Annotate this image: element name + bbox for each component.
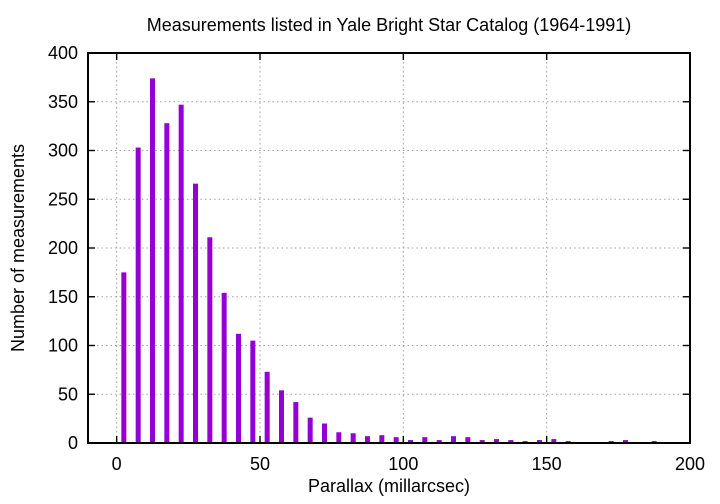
y-tick-label: 150: [48, 287, 78, 307]
histogram-bar: [479, 440, 485, 443]
x-tick-label: 0: [112, 454, 122, 474]
histogram-bar: [436, 440, 442, 443]
histogram-bar: [551, 439, 557, 443]
y-tick-label: 0: [68, 433, 78, 453]
x-tick-label: 150: [532, 454, 562, 474]
histogram-bar: [193, 183, 198, 443]
histogram-bar: [379, 435, 385, 443]
histogram-bar: [121, 272, 127, 443]
histogram-bar: [508, 440, 514, 443]
x-tick-label: 50: [250, 454, 270, 474]
histogram-bar: [279, 390, 284, 443]
histogram-bar: [150, 78, 155, 443]
histogram-bar: [293, 402, 299, 443]
x-tick-label: 200: [675, 454, 705, 474]
histogram-bar: [451, 436, 456, 443]
histogram-bar: [322, 423, 327, 443]
x-tick-label: 100: [388, 454, 418, 474]
histogram-bar: [135, 147, 141, 443]
histogram-bar: [365, 436, 370, 443]
y-tick-label: 200: [48, 238, 78, 258]
y-tick-label: 50: [58, 384, 78, 404]
histogram-bar: [264, 371, 270, 443]
histogram-bar: [250, 340, 256, 443]
histogram-bar: [623, 440, 628, 443]
histogram-bar: [537, 440, 542, 443]
histogram-bar: [350, 433, 356, 443]
y-tick-label: 100: [48, 336, 78, 356]
y-tick-label: 400: [48, 43, 78, 63]
y-tick-label: 300: [48, 141, 78, 161]
histogram-bar: [221, 292, 227, 443]
histogram-bar: [393, 437, 399, 443]
histogram-bar: [164, 123, 170, 443]
histogram-bar: [422, 437, 428, 443]
x-axis-label: Parallax (millarcsec): [307, 476, 471, 496]
histogram-bar: [178, 104, 184, 444]
histogram-bar: [207, 237, 213, 443]
histogram-bar: [336, 432, 342, 443]
histogram-bar: [408, 440, 413, 443]
y-axis-label: Number of measurements: [8, 143, 29, 353]
histogram-bar: [307, 417, 313, 443]
histogram-bar: [494, 439, 499, 443]
chart-title: Measurements listed in Yale Bright Star …: [146, 15, 632, 35]
y-tick-label: 350: [48, 92, 78, 112]
y-tick-label: 250: [48, 189, 78, 209]
histogram-bar: [465, 437, 471, 443]
histogram-bar: [236, 333, 241, 443]
